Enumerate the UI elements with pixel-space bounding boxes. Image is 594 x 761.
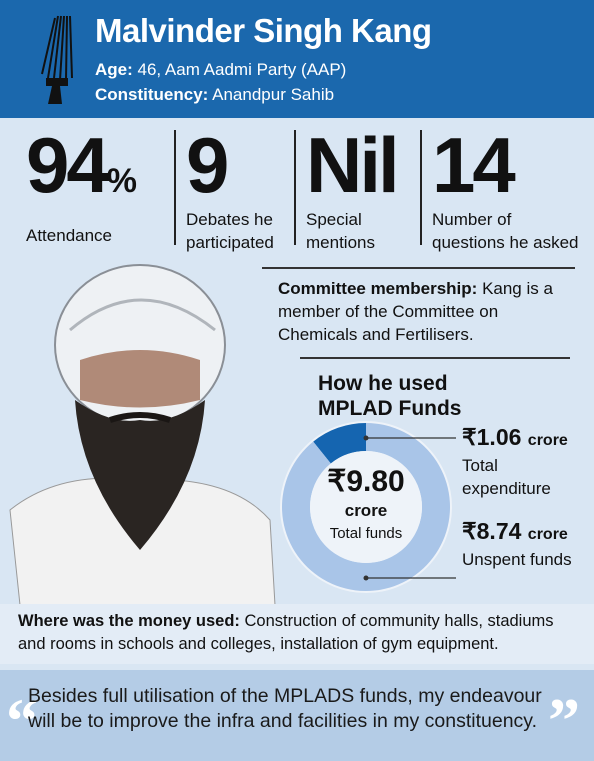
separator [300,357,570,359]
stat-label: Special mentions [306,210,375,252]
value-unit: crore [527,526,568,543]
stat-unit: % [106,162,137,200]
where-section: Where was the money used: Construction o… [0,604,594,664]
stat-value: 9 [186,122,291,208]
category-label: Unspent funds [462,550,572,569]
value-amount: ₹1.06 [462,424,522,450]
age-line: Age: 46, Aam Aadmi Party (AAP) [95,60,346,80]
value-amount: ₹8.74 [462,518,522,544]
stat-value: Nil [306,122,416,208]
constituency: Anandpur Sahib [212,85,335,104]
where-body: Construction of community halls, stadium… [18,612,554,653]
separator [262,267,575,269]
stat-value: 14 [432,122,582,208]
category-label: Total expenditure [462,456,551,498]
value-label: ₹8.74 crore [462,518,568,545]
chart-title: How he used MPLAD Funds [318,372,462,420]
total-unit: crore [345,501,388,520]
age-label: Age: [95,60,133,79]
total-label: ₹9.80 [327,465,404,498]
where-label: Where was the money used: [18,612,240,630]
constituency-label: Constituency: [95,85,209,104]
divider [174,130,176,245]
value-label: ₹1.06 crore [462,424,568,451]
where-text: Where was the money used: Construction o… [18,610,583,656]
total-caption: Total funds [330,525,403,542]
stat-value: 94% [26,122,176,224]
broom-icon [41,15,73,104]
stat-number: 9 [186,121,229,209]
stat-number: 94 [26,121,110,209]
donut-segment [282,423,450,591]
quote-band: “ ” [0,670,594,761]
donut-segment [313,423,366,464]
stat-label: Attendance [26,226,113,245]
person-name: Malvinder Singh Kang [95,12,432,49]
header: Malvinder Singh Kang Age: 46, Aam Aadmi … [0,0,594,118]
donut-chart: ₹9.80 crore Total funds [280,421,456,593]
quote-mark: ” [548,685,580,756]
stat-number: 14 [432,121,516,209]
quote: Besides full utilisation of the MPLADS f… [28,685,542,732]
committee-text: Kang is a member of the Committee on Che… [278,279,553,344]
portrait [9,264,276,605]
stat-label: Debates he participated [186,210,274,252]
quote-mark: “ [6,685,38,756]
constituency-line: Constituency: Anandpur Sahib [95,85,334,105]
donut-hole [310,451,422,563]
stat-number: Nil [306,121,400,209]
stat: 14 Number of questions he asked [432,122,582,254]
age: 46, Aam Aadmi Party (AAP) [137,60,347,79]
divider [294,130,296,245]
committee-label: Committee membership: [278,279,478,298]
stat-label: Number of questions he asked [432,210,579,252]
value-unit: crore [527,432,568,449]
committee: Committee membership: Kang is a member o… [278,277,578,346]
stat: 94% Attendance [26,122,176,247]
stat: Nil Special mentions [306,122,416,254]
stat: 9 Debates he participated [186,122,291,254]
divider [420,130,422,245]
